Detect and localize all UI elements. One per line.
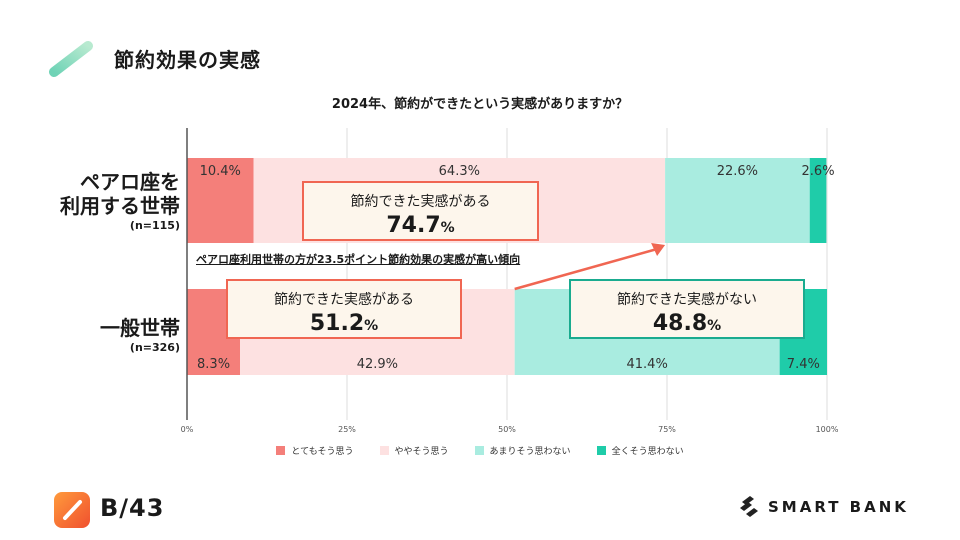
b43-logo-text: B/43	[100, 494, 165, 522]
page-title: 節約効果の実感	[114, 48, 261, 72]
row-label-line2: 利用する世帯	[60, 194, 180, 218]
bar-segment	[809, 158, 827, 243]
chart-legend: とてもそう思う ややそう思う あまりそう思わない 全くそう思わない	[0, 444, 960, 457]
comparison-arrow-head	[651, 243, 666, 256]
x-tick-label: 0%	[181, 425, 194, 434]
callout-value: 74.7%	[386, 213, 455, 238]
x-tick-label: 25%	[338, 425, 356, 434]
legend-item: 全くそう思わない	[596, 444, 684, 457]
smartbank-logo-icon	[740, 496, 758, 517]
legend-swatch	[276, 446, 286, 455]
callout-general-negative: 節約できた実感がない 48.8%	[569, 279, 805, 339]
x-tick-label: 100%	[816, 425, 839, 434]
data-label: 10.4%	[200, 164, 241, 179]
legend-item: ややそう思う	[379, 444, 449, 457]
data-label: 8.3%	[197, 357, 230, 372]
callout-pair-positive: 節約できた実感がある 74.7%	[302, 181, 539, 241]
legend-swatch	[379, 446, 389, 455]
callout-value: 51.2%	[309, 311, 379, 336]
bar-segment	[665, 158, 810, 243]
data-label: 64.3%	[439, 164, 480, 179]
comparison-annotation: ペアロ座利用世帯の方が23.5ポイント節約効果の実感が高い傾向	[196, 253, 521, 266]
data-label: 7.4%	[787, 357, 820, 372]
row-label-line1: 一般世帯	[100, 316, 180, 340]
smartbank-logo-text: SMART BANK	[768, 498, 909, 516]
legend-item: とてもそう思う	[276, 444, 354, 457]
legend-item: あまりそう思わない	[474, 444, 571, 457]
title-accent-icon	[49, 41, 93, 77]
callout-text: 節約できた実感がある	[350, 194, 491, 210]
data-label: 2.6%	[802, 164, 835, 179]
legend-swatch	[596, 446, 606, 455]
comparison-arrow	[514, 247, 658, 291]
x-tick-label: 75%	[658, 425, 676, 434]
chart-title: 2024年、節約ができたという実感がありますか？	[331, 97, 629, 112]
data-label: 41.4%	[627, 357, 668, 372]
data-label: 22.6%	[717, 164, 758, 179]
row-label-n: (n=115)	[129, 219, 180, 232]
callout-general-positive: 節約できた実感がある 51.2%	[226, 279, 462, 339]
callout-value: 48.8%	[652, 311, 722, 336]
legend-swatch	[474, 446, 484, 455]
b43-logo-icon	[54, 492, 90, 528]
data-label: 42.9%	[357, 357, 398, 372]
row-label-n: (n=326)	[129, 341, 180, 354]
bar-segment	[187, 158, 254, 243]
callout-text: 節約できた実感がない	[617, 292, 757, 308]
row-label-line1: ペアロ座を	[80, 170, 180, 194]
callout-text: 節約できた実感がある	[274, 292, 414, 308]
row-label-pair-account: ペアロ座を 利用する世帯 (n=115)	[60, 170, 180, 232]
row-label-general: 一般世帯 (n=326)	[100, 316, 180, 354]
x-tick-label: 50%	[498, 425, 516, 434]
